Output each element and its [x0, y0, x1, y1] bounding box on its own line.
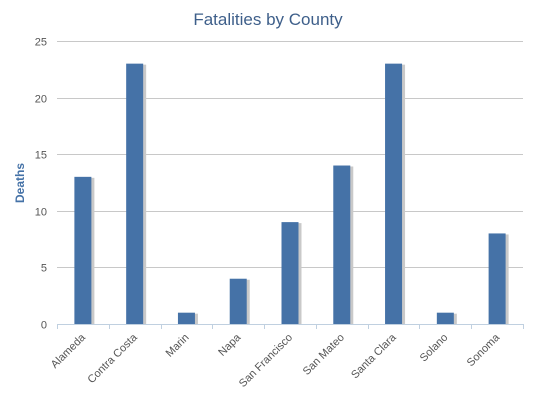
y-axis-label: Deaths	[13, 163, 27, 203]
x-tick-label: Contra Costa	[85, 331, 140, 386]
bar-contra-costa[interactable]	[126, 63, 144, 324]
x-tick-label: Santa Clara	[349, 331, 399, 381]
bar-napa[interactable]	[229, 278, 247, 324]
x-tick-label: Marin	[164, 332, 192, 360]
bar-alameda[interactable]	[74, 176, 92, 324]
x-tick-label: San Mateo	[301, 332, 347, 378]
x-tick-label: Napa	[216, 331, 244, 359]
x-tick-label: Sonoma	[465, 331, 503, 369]
bar-san-francisco[interactable]	[281, 222, 299, 324]
chart-title: Fatalities by County	[193, 10, 343, 29]
bars	[74, 63, 509, 324]
bar-sonoma[interactable]	[488, 233, 506, 324]
y-axis-ticks: 0 5 10 15 20 25	[35, 37, 47, 332]
y-tick-label: 10	[35, 207, 47, 219]
bar-santa-clara[interactable]	[385, 63, 403, 324]
x-tick-label: Solano	[418, 332, 451, 365]
y-tick-label: 20	[35, 94, 47, 106]
y-tick-label: 15	[35, 150, 47, 162]
y-tick-label: 25	[35, 37, 47, 49]
x-tick-label: Alameda	[49, 331, 89, 371]
y-tick-label: 0	[41, 320, 47, 332]
x-tick-label: San Francisco	[237, 332, 295, 390]
bar-san-mateo[interactable]	[333, 165, 351, 324]
y-tick-label: 5	[41, 263, 47, 275]
bar-solano[interactable]	[436, 312, 454, 324]
bar-marin[interactable]	[177, 312, 195, 324]
